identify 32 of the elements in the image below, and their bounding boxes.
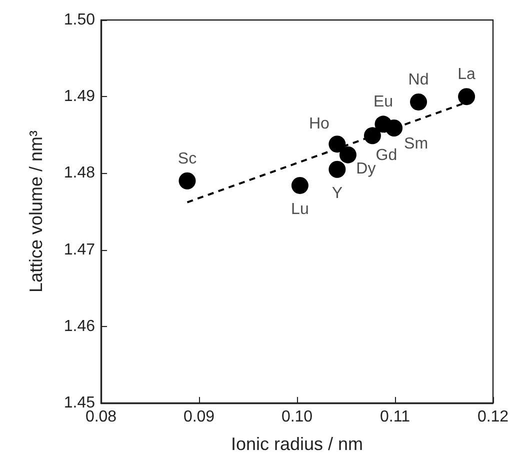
annotation: Nd	[408, 71, 429, 88]
annotation: Lu	[291, 200, 309, 218]
x-tick-label: 0.11	[380, 408, 410, 426]
annotation: Y	[332, 184, 343, 202]
annotation: La	[458, 66, 476, 84]
y-tick-label: 1.49	[64, 88, 96, 106]
x-axis-title: Ionic radius / nm	[230, 434, 364, 454]
annotation: Dy	[356, 160, 376, 178]
point	[291, 176, 308, 194]
y-tick-label: 1.50	[64, 12, 96, 28]
y-tick-label: 1.45	[64, 394, 96, 412]
point	[410, 93, 428, 110]
point	[328, 160, 346, 178]
annotation: Eu	[373, 94, 394, 111]
annotation: Gd	[376, 147, 398, 164]
x-tick-label: 0.10	[281, 408, 313, 426]
annotation: Sm	[404, 136, 428, 153]
point	[339, 146, 356, 164]
point	[458, 88, 476, 106]
annotation: Sc	[178, 150, 197, 168]
y-tick-label: 1.48	[64, 164, 96, 182]
y-axis-title: Lattice volume / nm³	[26, 130, 46, 293]
annotation: Ho	[308, 116, 330, 133]
point	[178, 172, 196, 190]
x-tick-label: 0.09	[183, 408, 215, 426]
point	[386, 120, 403, 136]
x-tick-label: 0.12	[477, 408, 509, 426]
point	[328, 136, 346, 153]
y-tick-label: 1.46	[64, 318, 96, 335]
point	[364, 127, 381, 144]
y-tick-label: 1.47	[64, 241, 96, 258]
x-tick-label: 0.08	[85, 408, 117, 426]
